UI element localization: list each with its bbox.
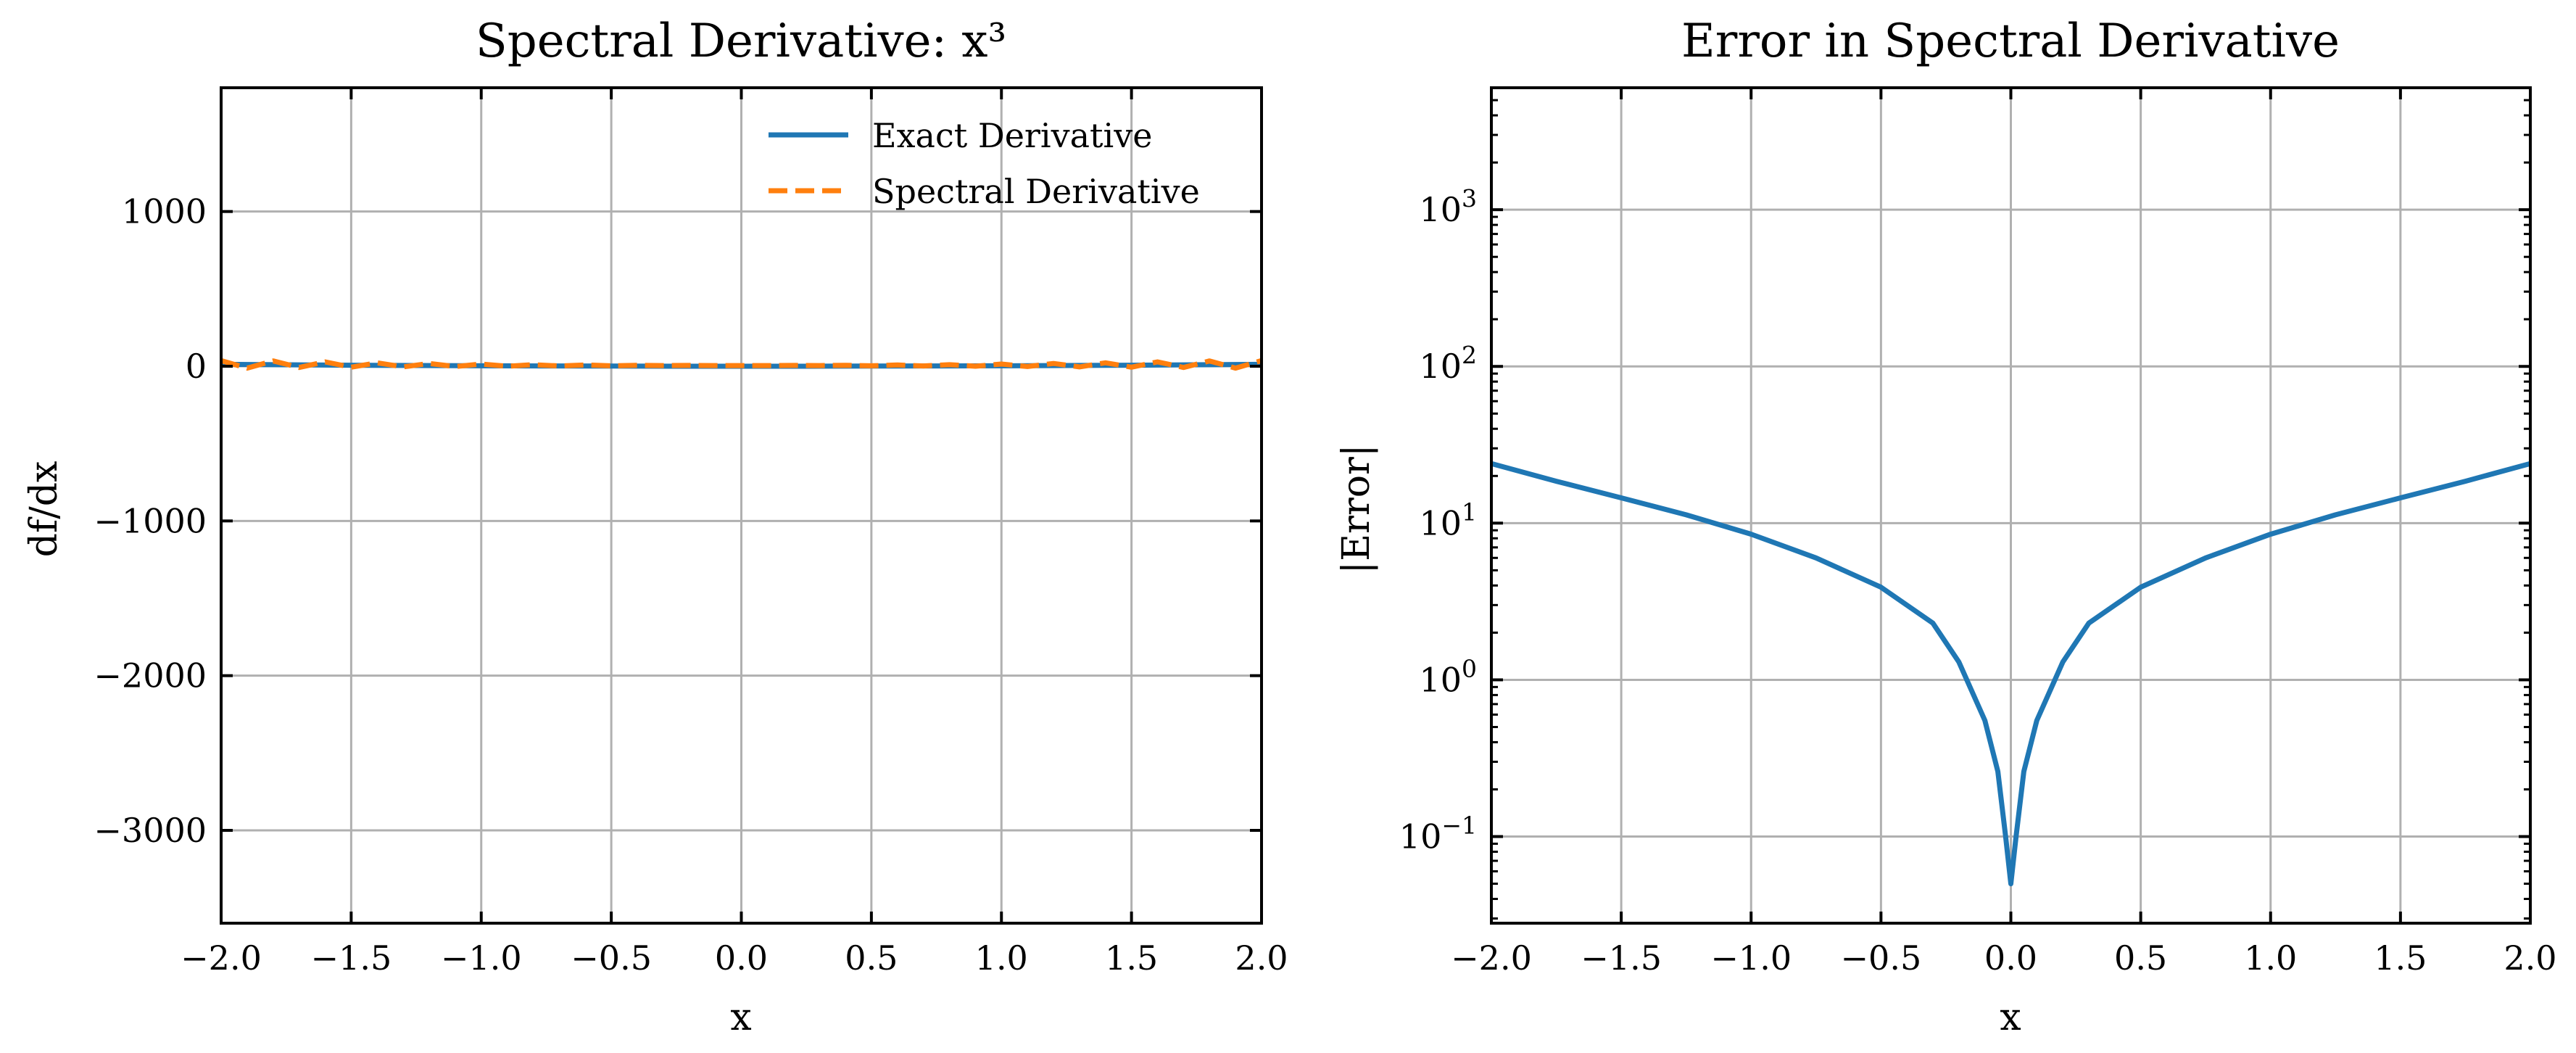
y-tick-label: 1000 bbox=[122, 192, 207, 231]
series-group bbox=[1491, 461, 2531, 887]
x-axis-label: x bbox=[2000, 996, 2021, 1039]
x-tick-labels: −2.0 −1.5 −1.0 −0.5 0.0 0.5 1.0 1.5 2.0 bbox=[181, 938, 1288, 978]
chart-title: Spectral Derivative: x³ bbox=[476, 15, 1006, 68]
y-tick-label: 101 bbox=[1419, 497, 1477, 542]
y-tick-label-base: 10 bbox=[1399, 817, 1442, 856]
x-tick-label: −1.5 bbox=[311, 938, 392, 978]
y-tick-label: 0 bbox=[186, 347, 207, 386]
x-tick-label: 1.5 bbox=[1105, 938, 1158, 978]
chart-error: Error in Spectral Derivative −2.0 −1.5 −1.… bbox=[1335, 15, 2557, 1039]
x-tick-labels: −2.0 −1.5 −1.0 −0.5 0.0 0.5 1.0 1.5 2.0 bbox=[1451, 938, 2556, 978]
x-tick-label: −0.5 bbox=[571, 938, 652, 978]
y-tick-label: −1000 bbox=[94, 501, 207, 540]
x-tick-label: −2.0 bbox=[1451, 938, 1532, 978]
y-tick-label-exponent: 0 bbox=[1462, 654, 1477, 682]
legend: Exact Derivative Spectral Derivative bbox=[769, 116, 1200, 211]
y-tick-labels: 1000 0 −1000 −2000 −3000 bbox=[94, 192, 207, 850]
legend-label-exact: Exact Derivative bbox=[872, 116, 1152, 155]
y-tick-label-base: 10 bbox=[1419, 660, 1462, 699]
x-tick-label: 1.5 bbox=[2374, 938, 2427, 978]
y-tick-label-base: 10 bbox=[1419, 190, 1462, 229]
series-line-1 bbox=[220, 358, 1262, 371]
legend-label-spectral: Spectral Derivative bbox=[872, 172, 1200, 211]
y-tick-label-exponent: 2 bbox=[1462, 341, 1477, 369]
x-tick-label: 1.0 bbox=[2244, 938, 2297, 978]
y-tick-label-exponent: 1 bbox=[1462, 497, 1477, 526]
x-tick-label: 0.0 bbox=[715, 938, 768, 978]
series-line-0 bbox=[1491, 461, 2531, 887]
x-tick-label: −2.0 bbox=[181, 938, 262, 978]
x-tick-label: −0.5 bbox=[1841, 938, 1922, 978]
y-axis-label: |Error| bbox=[1335, 445, 1378, 574]
x-axis-label: x bbox=[730, 996, 751, 1039]
chart-title: Error in Spectral Derivative bbox=[1681, 15, 2340, 68]
grid bbox=[220, 88, 1263, 923]
x-tick-label: 1.0 bbox=[975, 938, 1028, 978]
ticks bbox=[1490, 86, 2532, 923]
x-tick-label: 0.0 bbox=[1984, 938, 2037, 978]
y-tick-label: 100 bbox=[1419, 654, 1477, 699]
y-tick-label-base: 10 bbox=[1419, 503, 1462, 542]
x-tick-label: 0.5 bbox=[2114, 938, 2167, 978]
ticks bbox=[220, 88, 1263, 923]
y-tick-label: 103 bbox=[1419, 184, 1477, 229]
y-tick-label-exponent: −1 bbox=[1441, 812, 1477, 840]
y-tick-label: 10−1 bbox=[1399, 812, 1477, 856]
x-tick-label: −1.0 bbox=[1710, 938, 1792, 978]
y-tick-label-base: 10 bbox=[1419, 347, 1462, 386]
y-axis-label: df/dx bbox=[22, 461, 66, 558]
x-tick-label: 2.0 bbox=[2503, 938, 2556, 978]
x-tick-label: −1.5 bbox=[1581, 938, 1662, 978]
x-tick-label: −1.0 bbox=[441, 938, 522, 978]
y-tick-label: 102 bbox=[1419, 341, 1477, 386]
chart-spectral-derivative: Spectral Derivative: x³ −2.0 −1.5 −1.0 −0.5… bbox=[22, 15, 1288, 1039]
series-group bbox=[220, 358, 1262, 371]
y-tick-label-exponent: 3 bbox=[1462, 184, 1477, 212]
y-tick-label: −3000 bbox=[94, 811, 207, 850]
y-tick-label: −2000 bbox=[94, 656, 207, 695]
x-tick-label: 0.5 bbox=[845, 938, 898, 978]
x-tick-label: 2.0 bbox=[1235, 938, 1288, 978]
